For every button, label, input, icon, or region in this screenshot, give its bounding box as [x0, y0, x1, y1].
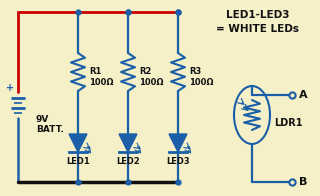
Text: R3
100Ω: R3 100Ω [189, 67, 213, 87]
Polygon shape [119, 134, 137, 152]
Text: 9V
BATT.: 9V BATT. [36, 115, 64, 134]
Text: LED1: LED1 [66, 157, 90, 166]
Text: A: A [299, 90, 308, 100]
Polygon shape [69, 134, 87, 152]
Text: LED1-LED3
= WHITE LEDs: LED1-LED3 = WHITE LEDs [217, 10, 300, 34]
Text: LED3: LED3 [166, 157, 190, 166]
Text: LED2: LED2 [116, 157, 140, 166]
Text: B: B [299, 177, 308, 187]
Text: LDR1: LDR1 [274, 118, 302, 128]
Polygon shape [169, 134, 187, 152]
Text: R2
100Ω: R2 100Ω [139, 67, 164, 87]
Text: R1
100Ω: R1 100Ω [89, 67, 114, 87]
Text: +: + [6, 83, 14, 93]
